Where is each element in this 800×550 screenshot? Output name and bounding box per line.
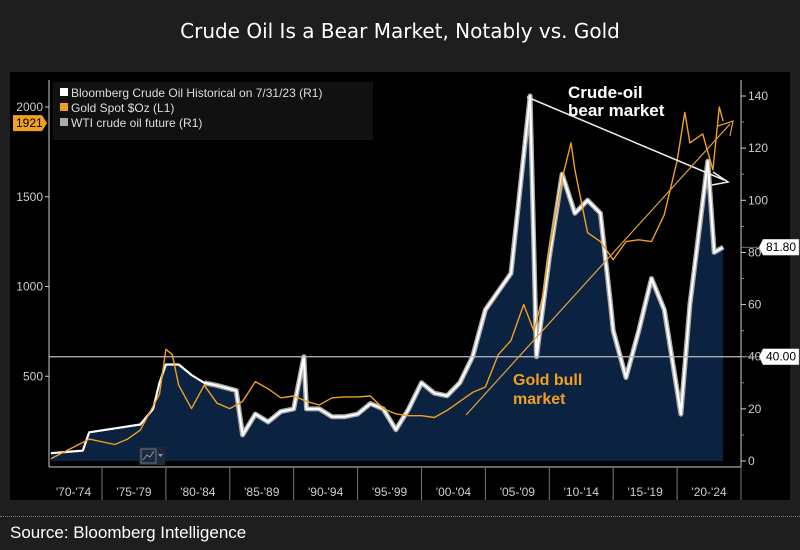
legend-swatch-wti — [60, 118, 68, 126]
legend-label-oil: Bloomberg Crude Oil Historical on 7/31/2… — [71, 86, 322, 100]
line-chart-icon — [142, 450, 155, 461]
annotation-bear-1: Crude-oil — [568, 83, 643, 102]
gold-series-line — [50, 106, 724, 460]
source-note: Source: Bloomberg Intelligence — [0, 516, 800, 550]
current-gold-label-box — [13, 115, 47, 132]
left-tick-label: 2000 — [16, 100, 43, 114]
annotation-bull-1: Gold bull — [513, 372, 582, 389]
right-tick-label: 0 — [748, 454, 755, 468]
x-tick-label: '75-'79 — [116, 485, 152, 499]
legend-swatch-gold — [60, 103, 68, 111]
x-tick-label: '90-'94 — [308, 485, 344, 499]
legend: Bloomberg Crude Oil Historical on 7/31/2… — [53, 82, 373, 140]
legend-swatch-oil — [60, 88, 68, 96]
page-title: Crude Oil Is a Bear Market, Notably vs. … — [0, 0, 800, 62]
right-tick-label: 120 — [748, 141, 768, 155]
reference-value-label-box — [758, 348, 800, 365]
right-tick-label: 100 — [748, 193, 768, 207]
legend-label-gold: Gold Spot $Oz (L1) — [71, 101, 174, 115]
x-tick-label: '05-'09 — [500, 485, 536, 499]
right-tick-label: 140 — [748, 89, 768, 103]
x-tick-label: '70-'74 — [56, 485, 92, 499]
x-tick-label: '15-'19 — [628, 485, 664, 499]
x-tick-label: '85-'89 — [244, 485, 280, 499]
reference-value-label: 40.00 — [766, 350, 796, 364]
chevron-down-icon — [158, 454, 163, 457]
right-tick-label: 20 — [748, 402, 762, 416]
left-tick-label: 500 — [23, 369, 43, 383]
right-tick-label: 80 — [748, 245, 762, 259]
left-tick-label: 1500 — [16, 190, 43, 204]
current-oil-label: 81.80 — [766, 240, 796, 254]
right-tick-label: 60 — [748, 298, 762, 312]
x-tick-label: '10-'14 — [564, 485, 600, 499]
bull-market-arrow-head — [717, 120, 734, 137]
legend-label-wti: WTI crude oil future (R1) — [71, 116, 202, 130]
bear-market-arrow-head — [711, 171, 730, 186]
x-tick-label: '80-'84 — [180, 485, 216, 499]
chart-type-button[interactable] — [139, 447, 165, 465]
current-gold-label: 1921 — [16, 116, 43, 130]
oil-series-line — [50, 94, 724, 455]
x-tick-label: '95-'99 — [372, 485, 408, 499]
x-tick-label: '00-'04 — [436, 485, 472, 499]
annotation-bull-2: market — [513, 391, 566, 408]
left-tick-label: 1000 — [16, 280, 43, 294]
x-tick-label: '20-'24 — [691, 485, 727, 499]
oil-area — [50, 96, 724, 461]
bull-market-arrow — [465, 123, 731, 416]
annotation-bear-2: bear market — [568, 101, 665, 120]
current-oil-label-box — [758, 238, 800, 256]
